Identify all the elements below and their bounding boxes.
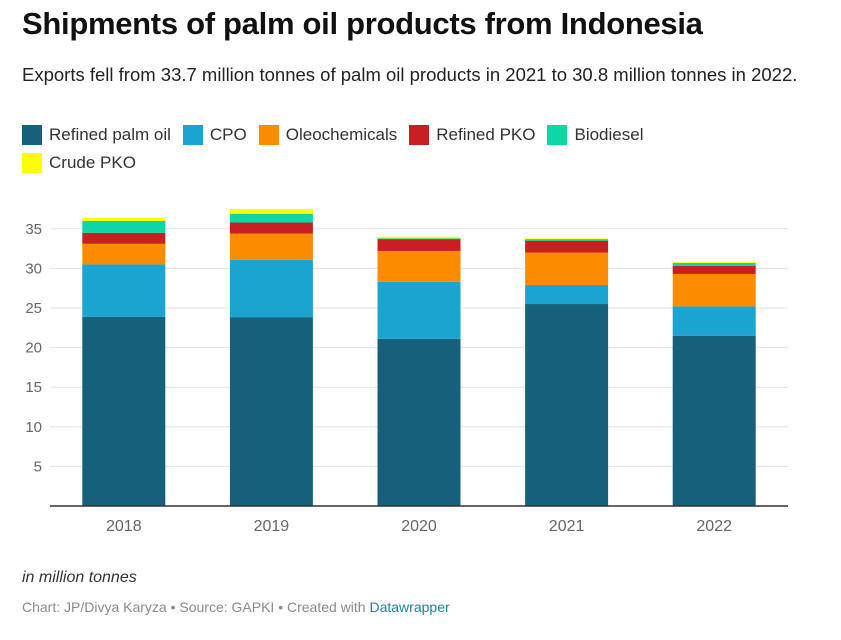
bar-cpo-2020 [377, 281, 461, 339]
x-tick-label: 2022 [696, 518, 732, 535]
bar-refined-palm-oil-2019 [229, 317, 313, 506]
bar-biodiesel-2021 [525, 239, 609, 241]
legend-item-biodiesel: Biodiesel [547, 125, 643, 145]
bar-biodiesel-2020 [377, 238, 461, 240]
bar-cpo-2022 [672, 306, 756, 336]
bar-refined-pko-2019 [229, 222, 313, 234]
bar-refined-palm-oil-2018 [82, 316, 166, 506]
y-tick-label: 25 [25, 300, 42, 317]
legend-item-cpo: CPO [182, 125, 247, 145]
legend-item-refined-pko: Refined PKO [409, 125, 535, 145]
legend-swatch [409, 125, 430, 145]
chart-credit: Chart: JP/Divya Karyza • Source: GAPKI •… [22, 599, 450, 615]
y-tick-label: 30 [25, 260, 42, 277]
bar-refined-palm-oil-2020 [377, 338, 461, 506]
y-tick-label: 15 [25, 379, 42, 396]
legend-item-crude-pko: Crude PKO [22, 153, 136, 173]
legend-item-refined-palm-oil: Refined palm oil [22, 125, 171, 145]
legend-swatch [182, 125, 203, 145]
legend-swatch [547, 125, 568, 145]
legend-label: Biodiesel [574, 125, 644, 144]
y-tick-label: 20 [25, 340, 42, 357]
legend-label: Oleochemicals [285, 125, 398, 144]
bar-biodiesel-2018 [82, 220, 166, 233]
bar-oleochemicals-2021 [525, 252, 609, 286]
bar-refined-pko-2020 [377, 239, 461, 251]
legend-label: Refined palm oil [49, 125, 171, 144]
bar-refined-pko-2021 [525, 240, 609, 253]
x-tick-label: 2018 [106, 518, 142, 535]
x-tick-label: 2020 [401, 518, 437, 535]
stacked-bar-chart: 5 10 15 20 25 30 35 2018 2019 2020 2021 2022 [25, 209, 788, 535]
legend-label: Crude PKO [49, 153, 136, 172]
chart-subtitle: Exports fell from 33.7 million tonnes of… [22, 64, 798, 85]
bar-cpo-2018 [82, 264, 166, 317]
legend-swatch [22, 153, 42, 173]
legend-label: Refined PKO [436, 125, 536, 144]
bar-refined-pko-2022 [672, 266, 756, 274]
bar-biodiesel-2022 [672, 262, 756, 267]
bar-oleochemicals-2022 [672, 273, 756, 307]
bar-refined-pko-2018 [82, 232, 166, 244]
bar-crude-pko-2021 [525, 238, 609, 240]
y-tick-label: 10 [25, 419, 42, 436]
bar-crude-pko-2022 [672, 262, 756, 263]
bar-oleochemicals-2020 [377, 250, 461, 282]
chart-legend: Refined palm oil CPO Oleochemicals Refined … [22, 125, 742, 173]
bar-refined-palm-oil-2022 [672, 335, 756, 506]
legend-item-oleochemicals: Oleochemicals [258, 125, 398, 145]
y-tick-label: 35 [25, 221, 42, 238]
unit-note: in million tonnes [22, 569, 137, 586]
x-tick-label: 2019 [254, 518, 290, 535]
bar-oleochemicals-2018 [82, 243, 166, 265]
credit-text: Chart: JP/Divya Karyza • Source: GAPKI •… [22, 599, 370, 615]
y-tick-label: 5 [34, 458, 42, 475]
legend-swatch [22, 125, 42, 145]
bar-oleochemicals-2019 [229, 233, 313, 260]
bar-biodiesel-2019 [229, 213, 313, 223]
bar-refined-palm-oil-2021 [525, 304, 609, 506]
datawrapper-link[interactable]: Datawrapper [369, 599, 450, 615]
legend-swatch [258, 125, 279, 145]
legend-label: CPO [209, 125, 247, 144]
bar-cpo-2021 [525, 285, 609, 305]
chart-title: Shipments of palm oil products from Indo… [22, 6, 703, 41]
bar-crude-pko-2019 [229, 209, 313, 214]
bar-cpo-2019 [229, 259, 313, 318]
x-tick-label: 2021 [549, 518, 585, 535]
bar-crude-pko-2018 [82, 217, 166, 221]
bar-crude-pko-2020 [377, 236, 461, 239]
